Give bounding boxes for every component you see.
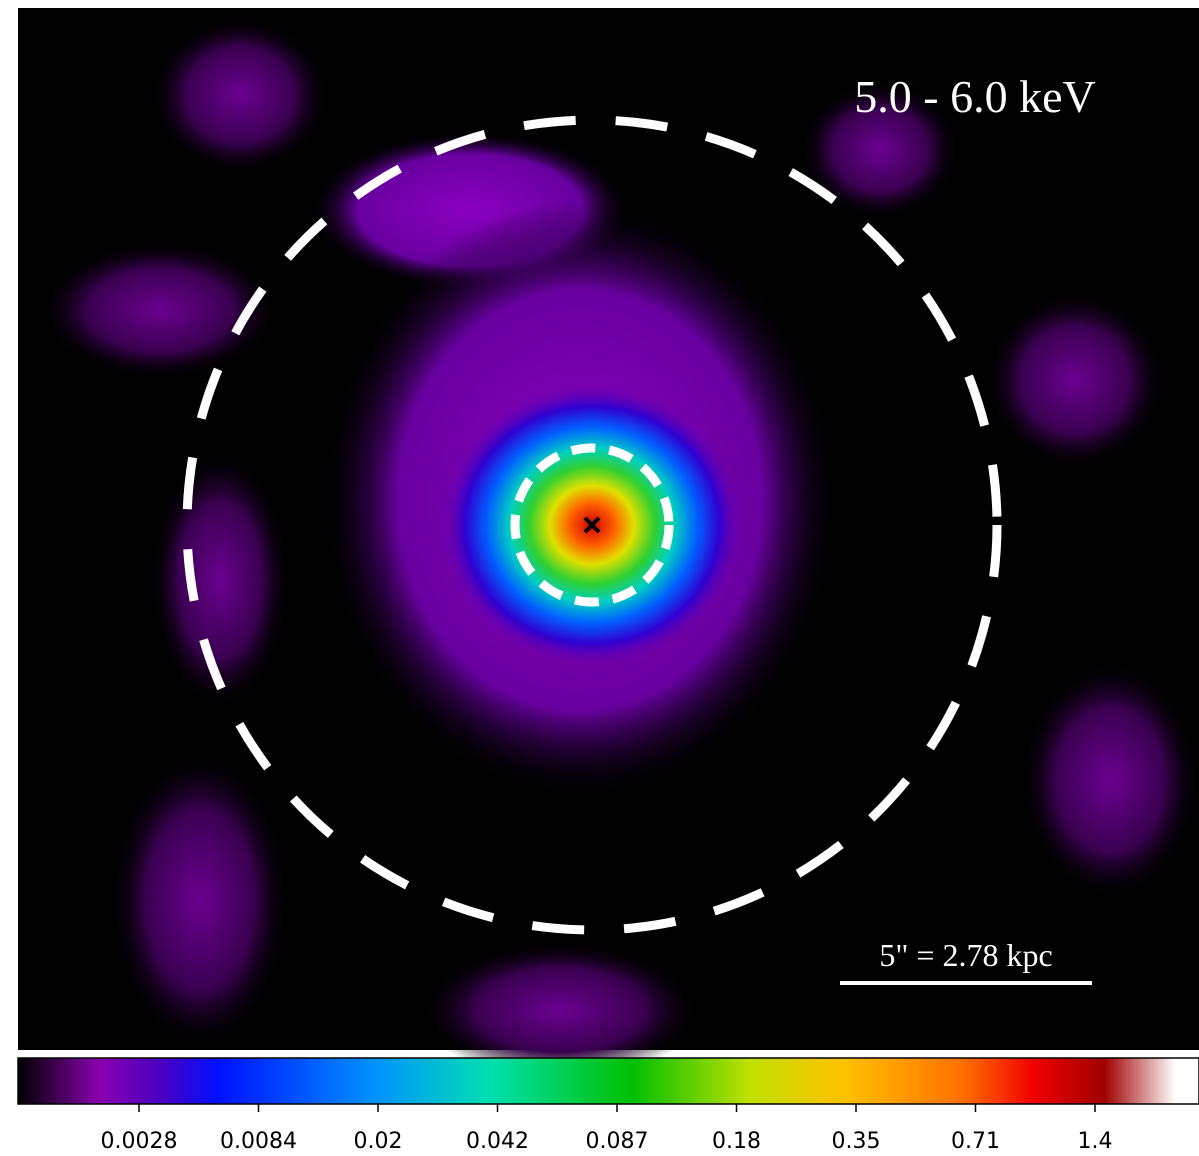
colorbar-tick-label: 0.18 xyxy=(712,1129,761,1154)
colorbar: 0.0028 0.0084 0.02 0.042 0.087 0.18 0.35 0.71 1.… xyxy=(18,1058,1199,1154)
colorbar-tick-label: 0.087 xyxy=(586,1129,649,1154)
colorbar-tick-label: 0.71 xyxy=(951,1129,1000,1154)
colorbar-tick-label: 0.02 xyxy=(354,1129,403,1154)
figure: 5.0 - 6.0 keV 5" = 2.78 kpc 0.0028 0.0084… xyxy=(0,0,1199,1156)
colorbar-tick-label: 0.0084 xyxy=(220,1129,297,1154)
xray-image: 5.0 - 6.0 keV 5" = 2.78 kpc xyxy=(18,8,1199,1080)
colorbar-tick-label: 0.35 xyxy=(832,1129,881,1154)
page: 5.0 - 6.0 keV 5" = 2.78 kpc 0.0028 0.0084… xyxy=(0,0,1199,1156)
colorbar-tick-label: 0.042 xyxy=(466,1129,529,1154)
colorbar-tick-label: 0.0028 xyxy=(101,1129,178,1154)
colorbar-tick-label: 1.4 xyxy=(1078,1129,1113,1154)
scale-bar-label: 5" = 2.78 kpc xyxy=(879,937,1052,973)
energy-label: 5.0 - 6.0 keV xyxy=(854,71,1095,122)
